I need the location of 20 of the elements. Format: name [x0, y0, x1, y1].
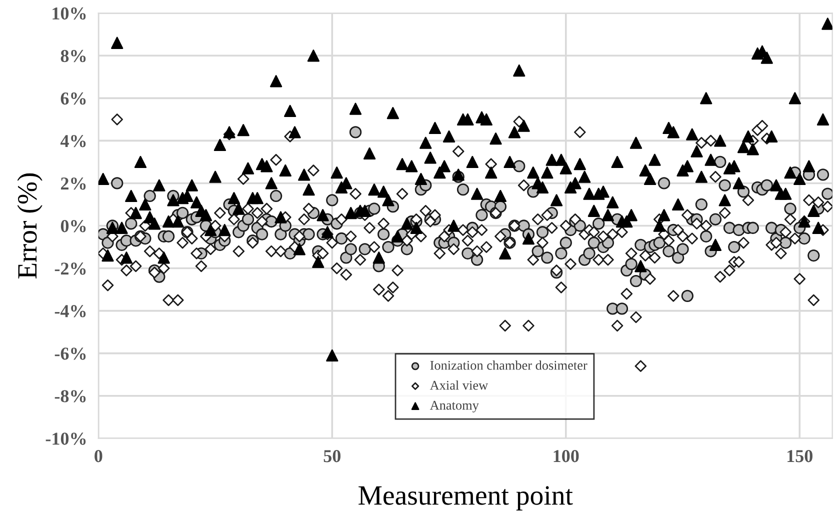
y-tick-label: 2%	[60, 177, 86, 190]
y-tick-label: -2%	[54, 262, 86, 275]
y-tick-label: -8%	[54, 390, 86, 402]
y-tick-label: 10%	[52, 7, 86, 20]
y-tick-label: 4%	[60, 134, 86, 148]
x-tick-label: 100	[554, 450, 579, 462]
y-tick-label: -6%	[54, 348, 86, 360]
y-tick-label: 6%	[60, 92, 86, 105]
y-tick-label: 0%	[60, 220, 86, 232]
y-tick-label: -10%	[46, 432, 86, 445]
legend-label: Axial view	[430, 380, 488, 390]
x-tick-label: 150	[788, 450, 812, 462]
x-tick-label: 50	[324, 450, 340, 462]
x-axis-title: Measurement point	[358, 486, 573, 510]
x-tick-label: 0	[94, 450, 102, 462]
y-tick-label: -4%	[54, 305, 86, 318]
legend-label: Ionization chamber dosimeter	[430, 360, 588, 370]
y-tick-label: 8%	[60, 50, 86, 62]
legend-label: Anatomy	[430, 400, 479, 412]
y-axis-title: Error (%)	[17, 173, 42, 279]
